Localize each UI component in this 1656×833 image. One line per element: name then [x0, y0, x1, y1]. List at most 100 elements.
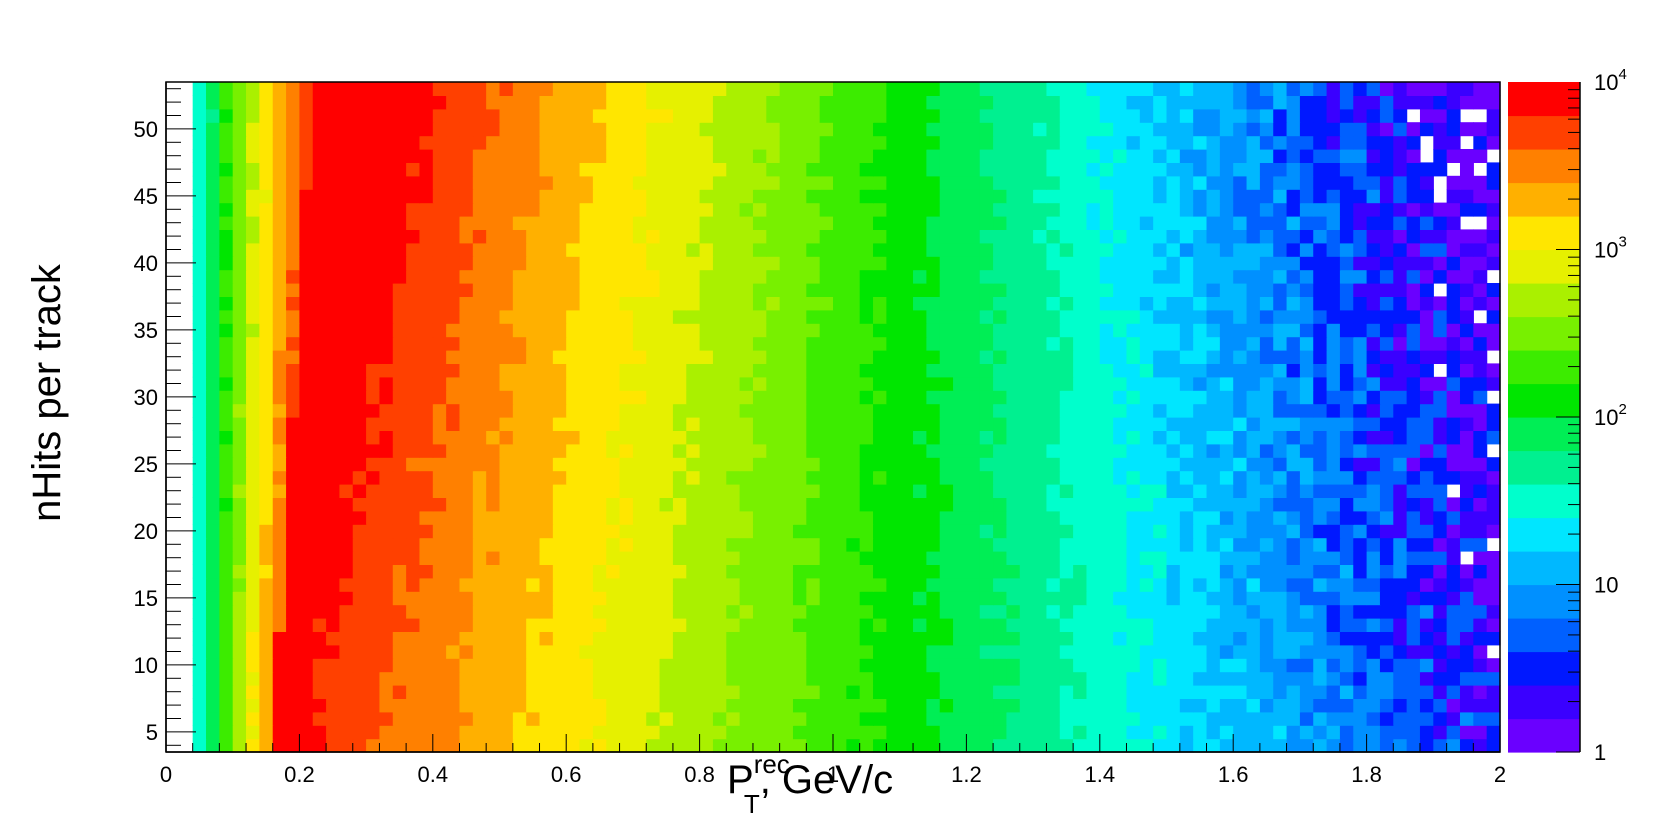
heatmap-cell [579, 470, 594, 485]
heatmap-cell [953, 604, 967, 619]
heatmap-cell [873, 202, 887, 217]
heatmap-cell [899, 363, 914, 378]
heatmap-cell [1153, 189, 1168, 204]
heatmap-cell [1139, 484, 1154, 498]
heatmap-cell [966, 644, 981, 659]
heatmap-cell [1206, 685, 1221, 699]
heatmap-cell [1206, 644, 1221, 659]
heatmap-cell [486, 336, 501, 351]
heatmap-cell [899, 430, 914, 445]
heatmap-cell [846, 296, 861, 311]
heatmap-cell [966, 269, 981, 284]
heatmap-cell [699, 497, 714, 512]
heatmap-cell [592, 269, 607, 284]
heatmap-cell [1379, 175, 1394, 190]
heatmap-cell [939, 229, 954, 244]
heatmap-cell [846, 189, 861, 204]
heatmap-cell [1206, 551, 1221, 565]
heatmap-cell [432, 189, 447, 204]
heatmap-cell [232, 577, 247, 592]
heatmap-cell [966, 577, 981, 592]
heatmap-cell [1446, 457, 1461, 472]
heatmap-cell [1273, 484, 1288, 498]
heatmap-cell [1393, 658, 1408, 673]
heatmap-cell [539, 510, 554, 525]
heatmap-cell [286, 537, 300, 552]
heatmap-cell [1406, 417, 1421, 431]
heatmap-cell [1339, 229, 1354, 244]
heatmap-cell [1006, 484, 1021, 498]
heatmap-cell [272, 95, 287, 110]
heatmap-cell [819, 577, 834, 592]
heatmap-cell [966, 95, 981, 110]
x-tick-label: 1.6 [1218, 762, 1249, 787]
heatmap-cell [752, 162, 767, 177]
heatmap-cell [926, 564, 941, 579]
heatmap-cell [606, 524, 621, 539]
heatmap-cell [913, 229, 927, 244]
heatmap-cell [1233, 443, 1248, 458]
heatmap-cell [939, 443, 954, 458]
heatmap-cell [686, 242, 701, 257]
heatmap-cell [1099, 336, 1114, 351]
heatmap-cell [1113, 135, 1128, 150]
heatmap-cell [1459, 671, 1474, 686]
heatmap-cell [833, 564, 847, 579]
heatmap-cell [459, 95, 474, 110]
heatmap-cell [1286, 269, 1301, 284]
heatmap-cell [1379, 738, 1394, 753]
heatmap-cell [592, 618, 607, 632]
heatmap-cell [539, 470, 554, 485]
heatmap-cell [993, 618, 1008, 632]
heatmap-cell [752, 95, 767, 110]
heatmap-cell [539, 618, 554, 632]
heatmap-cell [752, 135, 767, 150]
heatmap-cell [1379, 403, 1394, 418]
heatmap-cell [766, 95, 781, 110]
heatmap-cell [979, 350, 994, 364]
heatmap-cell [1086, 390, 1101, 405]
heatmap-cell [1393, 296, 1408, 311]
heatmap-cell [846, 376, 861, 391]
heatmap-cell [1073, 738, 1088, 753]
heatmap-cell [486, 242, 501, 257]
heatmap-cell [512, 618, 527, 632]
heatmap-cell [1099, 738, 1114, 753]
heatmap-cell [646, 551, 661, 565]
heatmap-cell [312, 631, 327, 646]
heatmap-cell [712, 671, 727, 686]
heatmap-cell [672, 497, 687, 512]
heatmap-cell [339, 671, 354, 686]
heatmap-cell [1326, 350, 1341, 364]
heatmap-cell [632, 95, 647, 110]
heatmap-cell [512, 323, 527, 338]
heatmap-cell [272, 82, 287, 96]
heatmap-cell [1153, 484, 1168, 498]
heatmap-cell [1446, 631, 1461, 646]
heatmap-cell [672, 698, 687, 713]
heatmap-cell [286, 738, 300, 753]
heatmap-cell [939, 618, 954, 632]
heatmap-cell [352, 417, 367, 431]
heatmap-cell [859, 725, 874, 740]
heatmap-cell [1419, 175, 1434, 190]
heatmap-cell [459, 631, 474, 646]
heatmap-cell [219, 390, 234, 405]
heatmap-cell [1273, 403, 1288, 418]
heatmap-cell [1233, 658, 1248, 673]
heatmap-cell [446, 135, 461, 150]
heatmap-cell [1179, 738, 1194, 753]
heatmap-cell [1299, 577, 1314, 592]
heatmap-cell [1273, 738, 1288, 753]
heatmap-cell [446, 189, 461, 204]
heatmap-cell [526, 175, 541, 190]
heatmap-cell [1366, 577, 1381, 592]
heatmap-cell [1473, 618, 1488, 632]
heatmap-cell [1019, 577, 1034, 592]
heatmap-cell [966, 202, 981, 217]
heatmap-cell [1473, 685, 1488, 699]
heatmap-cell [833, 711, 847, 726]
heatmap-cell [1193, 618, 1208, 632]
heatmap-cell [1299, 242, 1314, 257]
heatmap-cell [712, 430, 727, 445]
